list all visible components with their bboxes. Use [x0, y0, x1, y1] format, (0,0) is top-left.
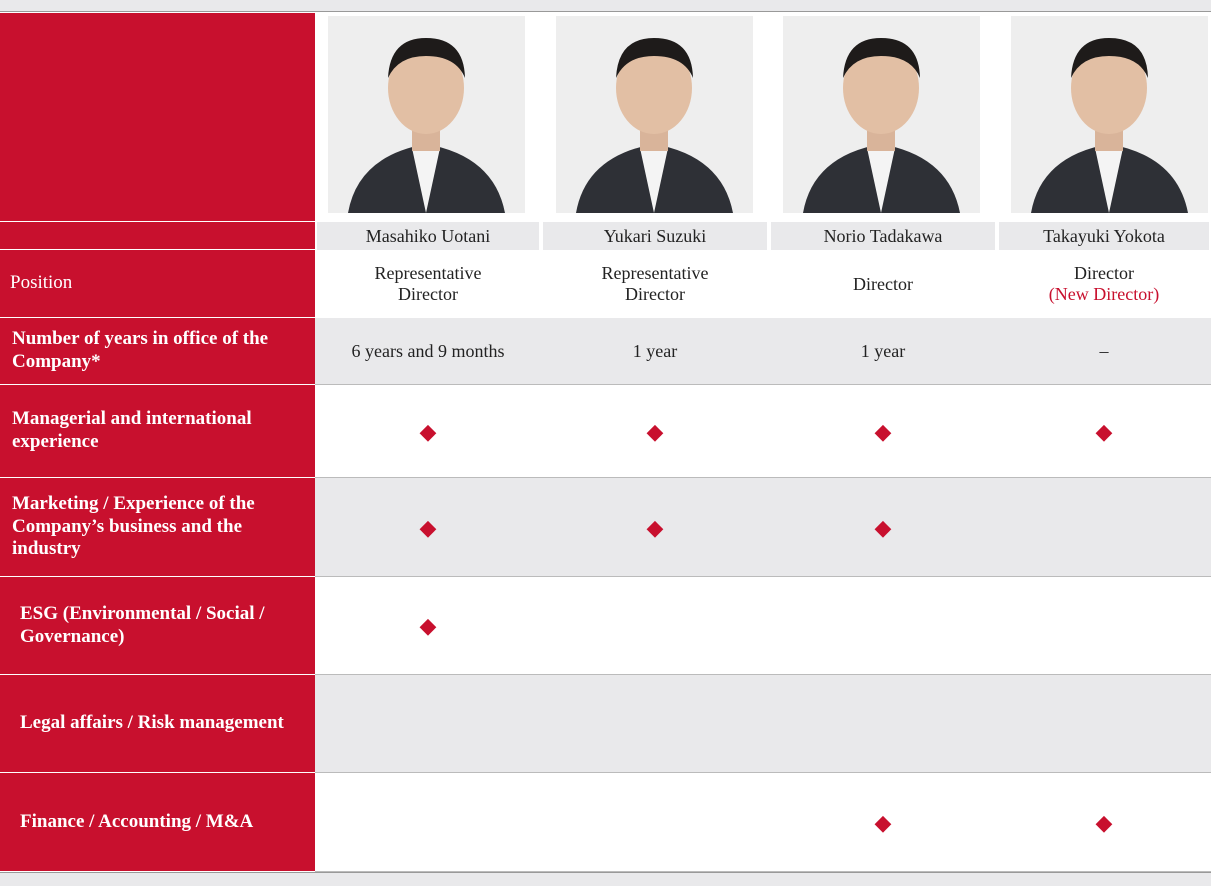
- top-band: [0, 0, 1211, 12]
- position-label: Position: [0, 250, 315, 318]
- cell-text: –: [1099, 341, 1109, 362]
- position-text: Director: [1074, 263, 1134, 284]
- position-cell: Representative Director: [315, 250, 541, 318]
- position-cell: Director: [769, 250, 997, 318]
- row-background: [315, 675, 1211, 773]
- row-background: [315, 577, 1211, 675]
- row-label: Marketing / Experience of the Company’s …: [0, 478, 315, 577]
- photo: [1011, 16, 1208, 213]
- row-label: Legal affairs / Risk management: [0, 675, 315, 773]
- photo: [556, 16, 753, 213]
- skill-marker: ◆: [874, 809, 892, 835]
- row-background: [315, 318, 1211, 385]
- skill-marker: ◆: [1095, 809, 1113, 835]
- cell-text: 1 year: [632, 341, 678, 362]
- cell-text: 6 years and 9 months: [351, 341, 505, 362]
- row-label: Managerial and international experience: [0, 385, 315, 478]
- skill-marker: ◆: [874, 418, 892, 444]
- skill-marker: ◆: [1095, 418, 1113, 444]
- name-cell: Yukari Suzuki: [543, 222, 767, 250]
- row-label: Finance / Accounting / M&A: [0, 773, 315, 872]
- skill-marker: ◆: [419, 418, 437, 444]
- skill-marker: ◆: [419, 514, 437, 540]
- position-text: Representative Director: [601, 263, 709, 304]
- position-cell: Director (New Director): [997, 250, 1211, 318]
- skill-marker: ◆: [419, 613, 437, 639]
- position-cell: Representative Director: [541, 250, 769, 318]
- cell-text: 1 year: [860, 341, 906, 362]
- photo: [783, 16, 980, 213]
- position-text: Representative Director: [374, 263, 482, 304]
- skill-marker: ◆: [874, 514, 892, 540]
- row-label: Number of years in office of the Company…: [0, 318, 315, 385]
- position-note: (New Director): [1048, 284, 1160, 304]
- skill-marker: ◆: [646, 514, 664, 540]
- name-cell: Takayuki Yokota: [999, 222, 1209, 250]
- label-cell: [0, 222, 315, 250]
- row-background: [315, 478, 1211, 577]
- bottom-band: [0, 872, 1211, 886]
- skill-marker: ◆: [646, 418, 664, 444]
- name-cell: Norio Tadakawa: [771, 222, 995, 250]
- position-text: Director: [853, 273, 913, 294]
- row-label: ESG (Environmental / Social / Governance…: [0, 577, 315, 675]
- label-cell: [0, 13, 315, 222]
- row-background: [315, 385, 1211, 478]
- photo: [328, 16, 525, 213]
- row-background: [315, 773, 1211, 872]
- name-cell: Masahiko Uotani: [317, 222, 539, 250]
